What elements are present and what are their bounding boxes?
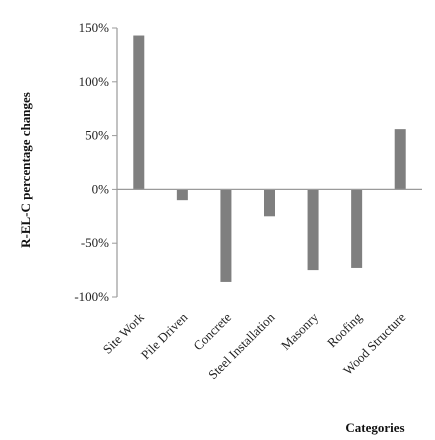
y-tick-label: 0% — [92, 181, 110, 196]
y-tick-label: 150% — [79, 20, 110, 35]
bar-pile-driven — [176, 189, 188, 201]
category-label: Masonry — [278, 309, 322, 353]
y-axis-title: R-EL-C percentage changes — [18, 92, 33, 248]
y-tick-label: -100% — [74, 289, 109, 304]
bar-steel-installation — [264, 189, 275, 217]
category-label: Concrete — [190, 309, 234, 353]
y-axis: -100% -50% 0% 50% 100% 150% — [74, 20, 118, 304]
bar-roofing — [351, 189, 363, 268]
y-tick-label: 100% — [79, 74, 110, 89]
y-tick-label: -50% — [81, 235, 109, 250]
x-axis-title: Categories — [345, 420, 404, 435]
category-label: Pile Driven — [138, 309, 191, 362]
category-label: Roofing — [324, 309, 365, 350]
y-tick-label: 50% — [85, 128, 109, 143]
bars — [133, 35, 406, 282]
bar-wood-structure — [394, 129, 406, 190]
bar-masonry — [307, 189, 319, 271]
bar-concrete — [220, 189, 232, 282]
bar-site-work — [133, 35, 145, 190]
